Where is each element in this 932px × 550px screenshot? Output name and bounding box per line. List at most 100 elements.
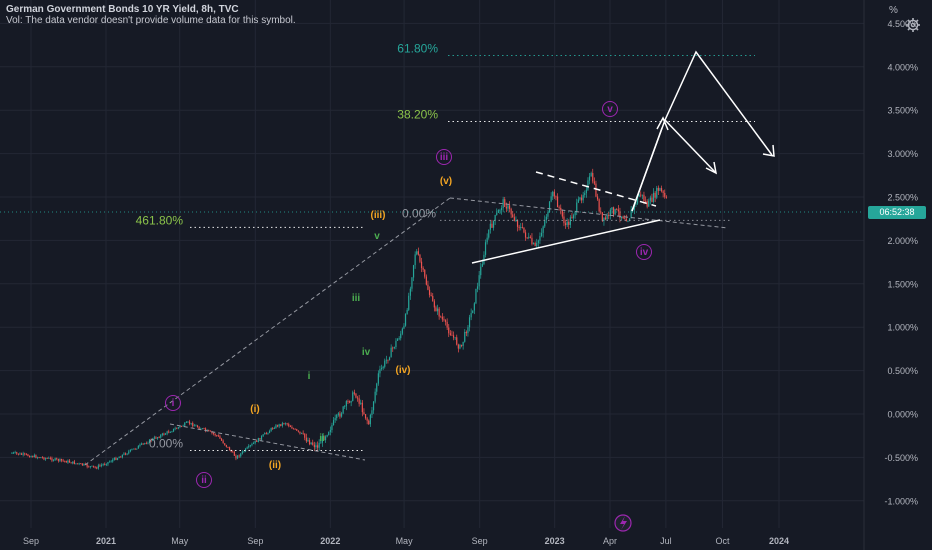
candle-body: [552, 191, 554, 197]
candle-body: [484, 242, 487, 255]
candle-body: [388, 357, 391, 361]
candle-body: [504, 199, 506, 207]
wave-label: iv: [362, 347, 371, 358]
candle-body: [499, 210, 501, 211]
candle-body: [14, 452, 16, 454]
candle-body: [284, 423, 287, 425]
candle-body: [116, 458, 119, 460]
candle-body: [640, 194, 642, 196]
candle-body: [166, 431, 168, 434]
candle-body: [22, 453, 24, 455]
candle-body: [492, 221, 495, 228]
candle-body: [446, 321, 448, 328]
candle-body: [249, 445, 251, 447]
candle-body: [356, 397, 359, 399]
candle-body: [528, 236, 530, 238]
candle-body: [113, 457, 115, 460]
x-tick-label: May: [396, 536, 414, 546]
candle-body: [193, 425, 195, 427]
x-tick-label: 2022: [320, 536, 340, 546]
gear-icon[interactable]: [903, 17, 923, 37]
candle-body: [281, 423, 283, 426]
candle-body: [16, 452, 18, 454]
candle-body: [35, 455, 37, 458]
candle-body: [57, 459, 59, 461]
candle-body: [280, 424, 282, 426]
wave-label: (v): [440, 176, 452, 187]
candle-body: [121, 454, 123, 458]
candle-body: [428, 289, 431, 295]
candle-body: [49, 457, 51, 459]
symbol-title: German Government Bonds 10 YR Yield, 8h,…: [6, 4, 239, 15]
candle-body: [393, 346, 395, 348]
candle-body: [190, 422, 192, 424]
candle-body: [644, 200, 647, 202]
candle-body: [94, 466, 96, 468]
candle-body: [139, 444, 141, 446]
candle-body: [204, 428, 207, 431]
candle-body: [104, 464, 106, 465]
wave-label: (i): [250, 404, 259, 415]
candle-body: [536, 242, 538, 246]
candle-body: [348, 401, 351, 403]
candle-body: [192, 422, 194, 427]
candle-body: [489, 223, 491, 230]
candle-body: [611, 207, 613, 210]
y-tick-label: 0.500%: [887, 366, 918, 376]
candle-body: [488, 229, 490, 238]
candle-body: [641, 194, 643, 196]
candle-body: [150, 439, 152, 441]
candle-body: [91, 465, 93, 467]
candle-body: [337, 413, 339, 415]
candle-body: [80, 463, 82, 465]
candle-body: [244, 448, 247, 452]
candle-body: [425, 276, 427, 285]
candle-body: [571, 217, 573, 219]
candle-body: [28, 456, 31, 458]
candle-body: [86, 464, 88, 467]
candle-body: [579, 197, 581, 200]
candle-body: [179, 425, 181, 428]
candle-body: [628, 218, 631, 222]
x-tick-label: Apr: [603, 536, 617, 546]
candle-body: [520, 227, 522, 228]
candle-body: [120, 456, 122, 458]
candle-body: [638, 194, 640, 197]
candle-body: [326, 435, 328, 437]
candle-body: [313, 444, 315, 448]
candle-body: [259, 438, 261, 440]
candle-body: [268, 430, 271, 434]
x-tick-label: Sep: [472, 536, 488, 546]
candle-body: [521, 227, 523, 228]
candle-body: [456, 337, 458, 345]
candle-body: [164, 433, 167, 435]
candle-body: [588, 176, 591, 181]
y-tick-label: 2.500%: [887, 193, 918, 203]
candle-body: [11, 453, 13, 454]
candle-body: [544, 219, 546, 227]
candle-body: [360, 402, 362, 404]
candle-body: [470, 313, 472, 318]
wave-label-circle: [636, 244, 652, 260]
candle-body: [648, 200, 650, 207]
candle-body: [169, 432, 171, 433]
candle-body: [636, 196, 639, 204]
wave-label: iii: [352, 293, 361, 304]
candle-body: [100, 464, 103, 466]
candle-body: [643, 194, 645, 201]
candle-body: [561, 209, 563, 217]
candle-body: [361, 402, 363, 413]
candle-body: [443, 319, 445, 321]
candle-body: [502, 199, 504, 208]
candle-body: [452, 335, 455, 338]
candle-body: [70, 462, 72, 464]
candle-body: [438, 308, 440, 317]
lightning-icon: [620, 516, 627, 530]
candle-body: [156, 437, 159, 439]
candle-body: [235, 455, 237, 459]
candle-body: [81, 463, 83, 466]
candle-body: [454, 337, 456, 339]
candle-body: [566, 221, 568, 226]
